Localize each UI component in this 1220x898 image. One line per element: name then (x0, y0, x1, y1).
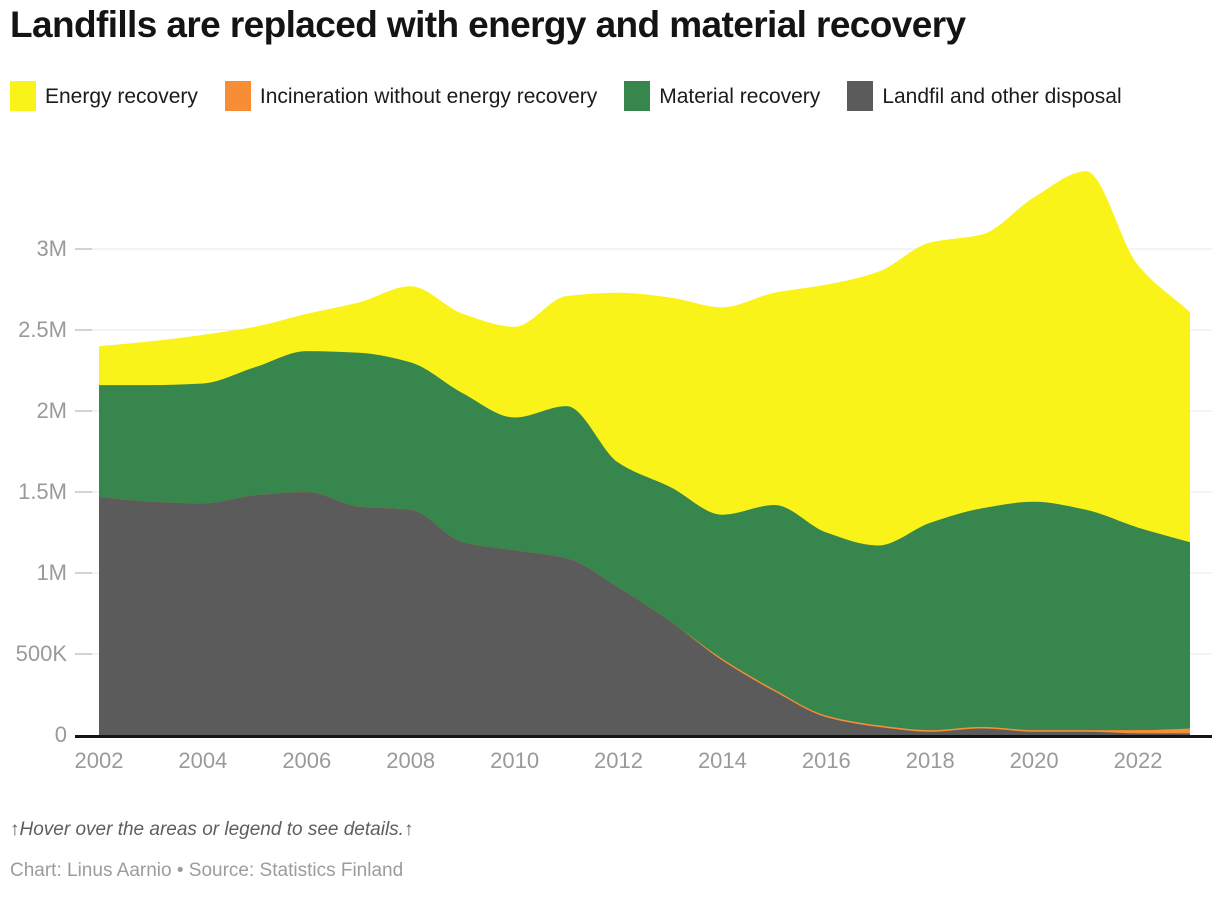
legend: Energy recovery Incineration without ener… (10, 80, 1195, 113)
x-tick-label: 2012 (594, 748, 643, 773)
x-tick-label: 2004 (178, 748, 228, 773)
x-tick-label: 2006 (282, 748, 332, 773)
chart-title: Landfills are replaced with energy and m… (10, 4, 966, 45)
y-tick-label: 1.5M (18, 479, 67, 504)
y-tick-label: 2M (36, 398, 67, 423)
legend-item-landfill[interactable]: Landfil and other disposal (847, 81, 1122, 111)
x-tick-label: 2018 (905, 748, 955, 773)
credit-line: Chart: Linus Aarnio • Source: Statistics… (10, 860, 404, 881)
x-tick-label: 2022 (1113, 748, 1163, 773)
x-tick-label: 2002 (74, 748, 124, 773)
x-tick-label: 2020 (1009, 748, 1059, 773)
y-tick-label: 2.5M (18, 317, 67, 342)
legend-swatch-material-recovery (624, 81, 651, 111)
legend-item-energy-recovery[interactable]: Energy recovery (10, 81, 198, 111)
legend-label: Incineration without energy recovery (259, 85, 598, 108)
y-tick-label: 500K (15, 641, 67, 666)
x-tick-label: 2016 (801, 748, 851, 773)
hover-note: ↑Hover over the areas or legend to see d… (10, 819, 414, 840)
y-tick-label: 1M (36, 560, 67, 585)
y-tick-label: 0 (54, 722, 67, 747)
legend-label: Landfil and other disposal (882, 85, 1122, 108)
legend-item-incineration[interactable]: Incineration without energy recovery (224, 81, 598, 111)
legend-swatch-landfill (847, 81, 874, 111)
legend-label: Energy recovery (45, 85, 198, 108)
legend-swatch-energy-recovery (10, 81, 36, 111)
legend-label: Material recovery (659, 85, 821, 108)
y-tick-label: 3M (36, 236, 67, 261)
legend-swatch-incineration (224, 81, 251, 111)
x-tick-label: 2014 (697, 748, 747, 773)
x-tick-label: 2008 (386, 748, 436, 773)
legend-item-material-recovery[interactable]: Material recovery (624, 81, 821, 111)
x-tick-label: 2010 (490, 748, 540, 773)
area-landfill[interactable] (99, 492, 1190, 735)
